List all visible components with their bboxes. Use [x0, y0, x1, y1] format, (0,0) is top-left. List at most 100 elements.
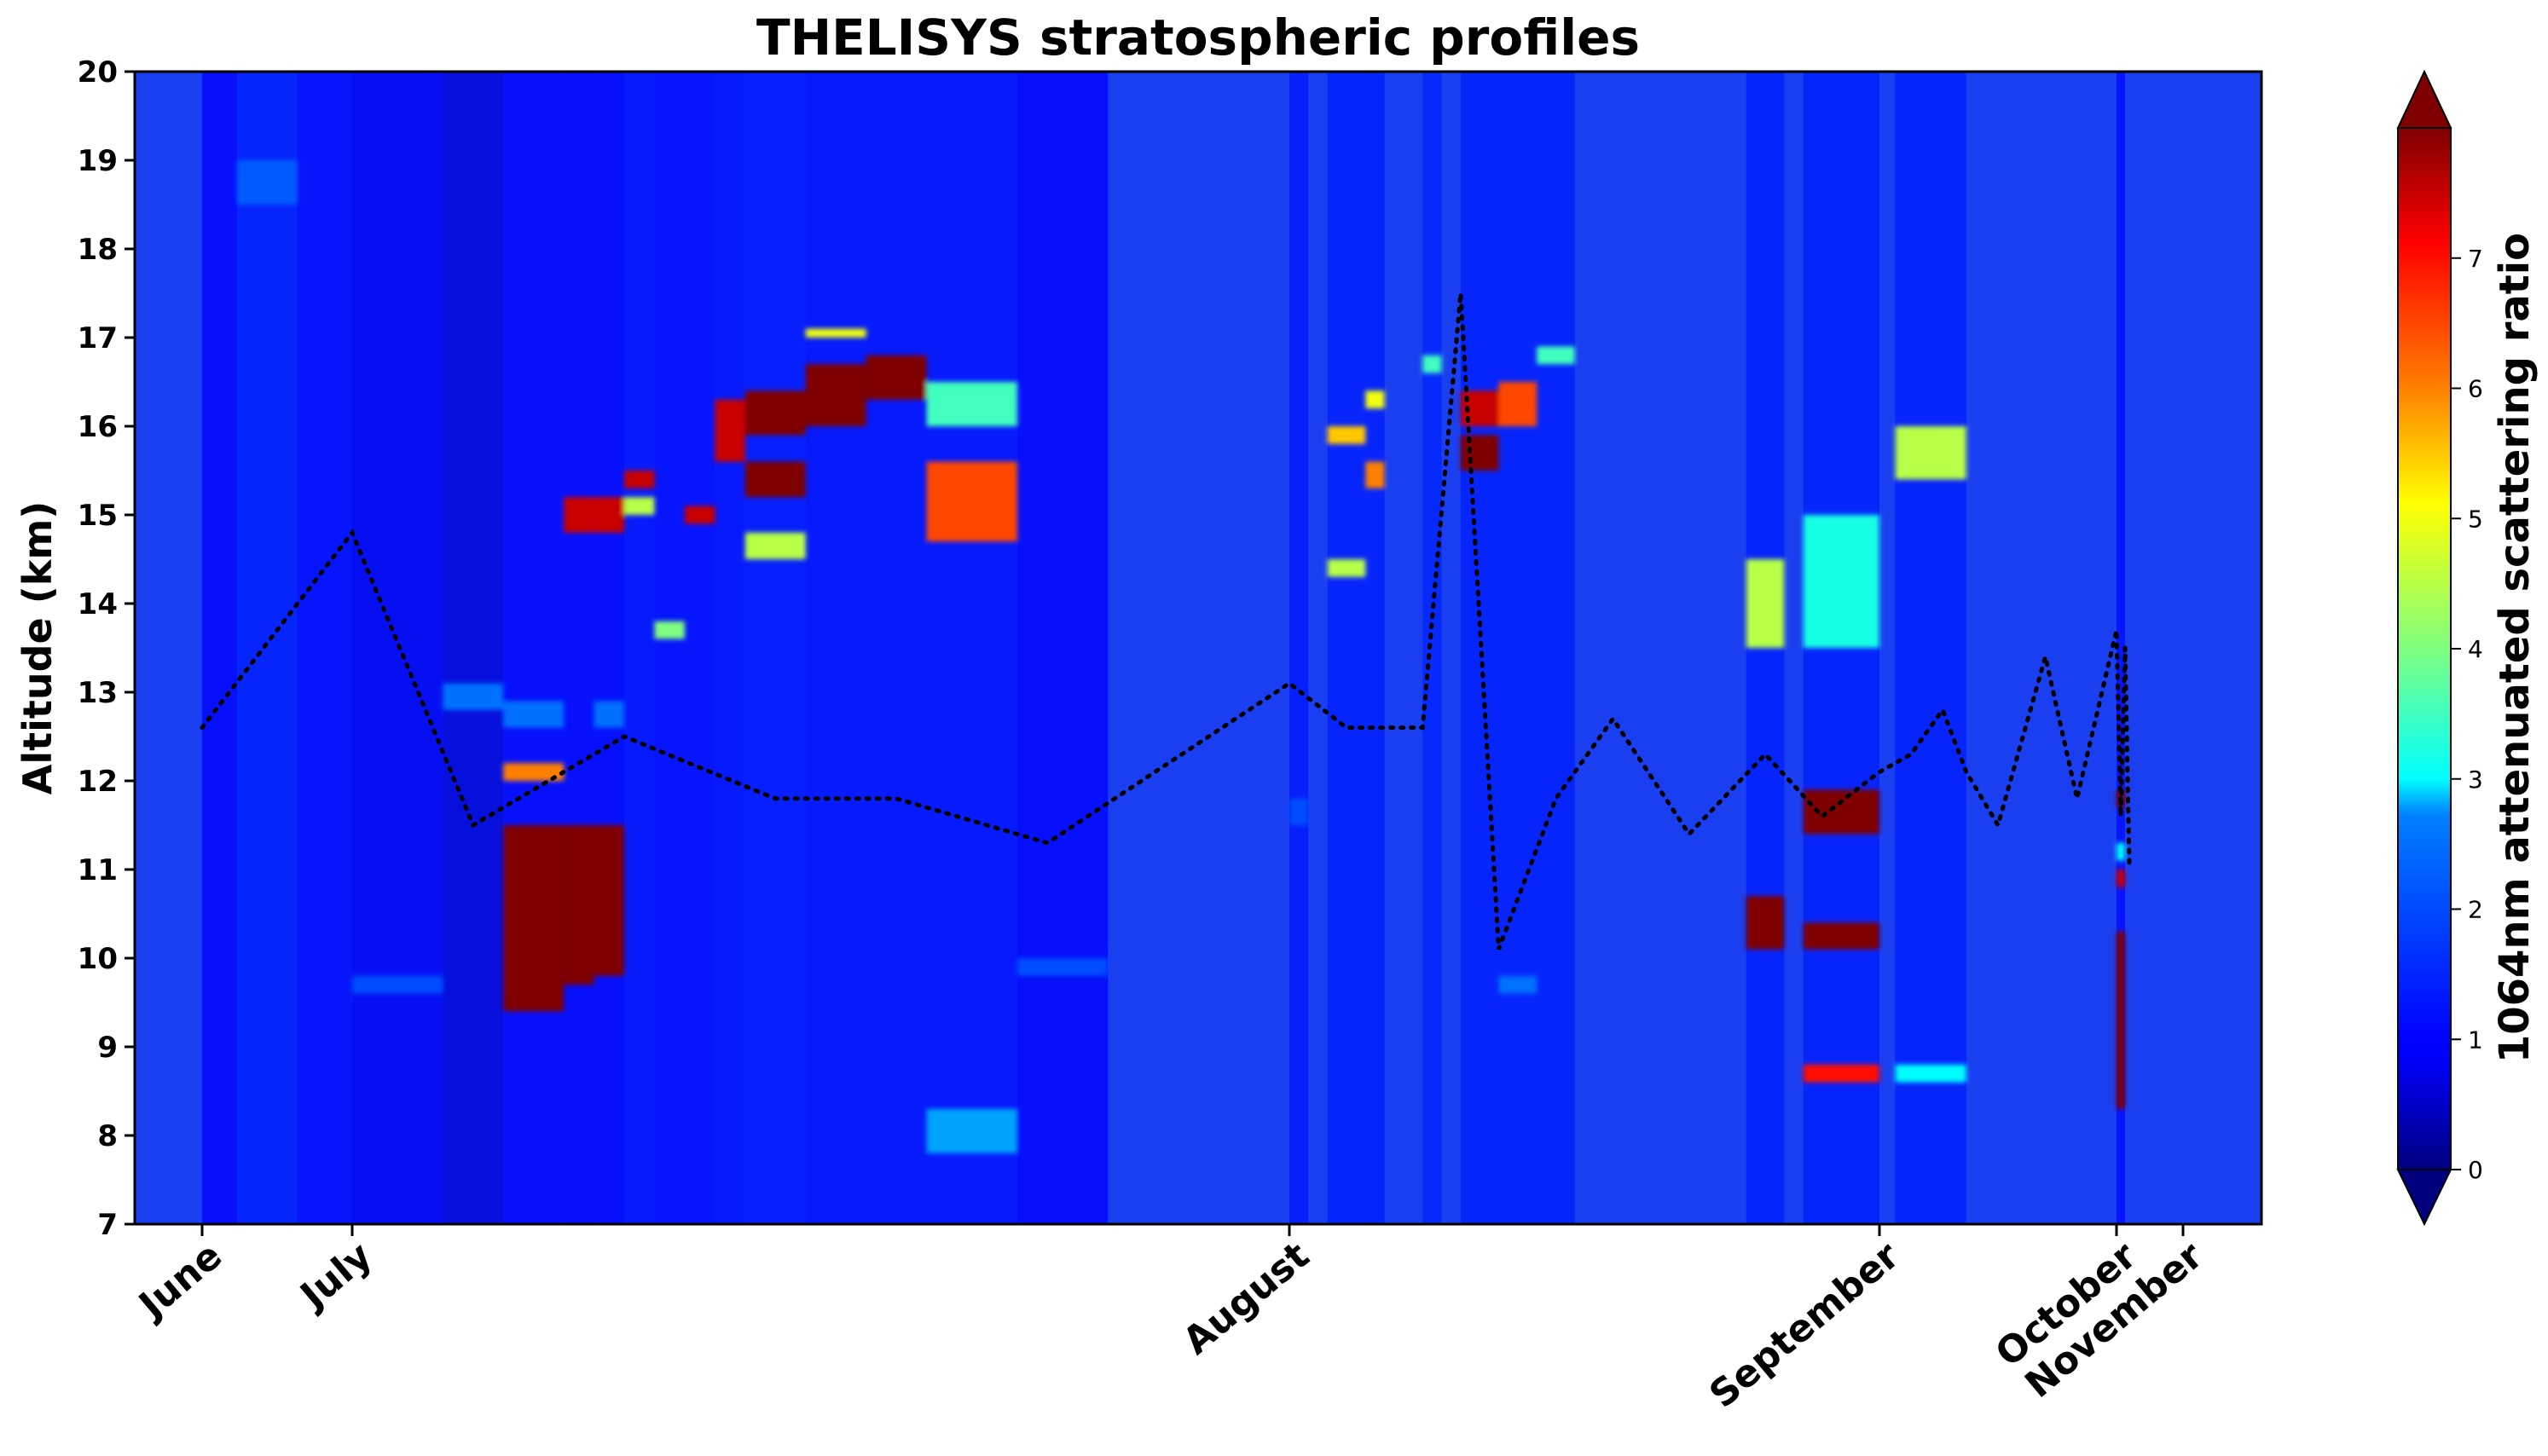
- profile-column: [1422, 72, 1442, 1224]
- aerosol-layer: [744, 461, 806, 498]
- tropopause-dotted-line: [200, 292, 2132, 950]
- aerosol-layer: [1327, 559, 1366, 577]
- colorbar-tick-label: 6: [2468, 375, 2483, 403]
- profile-column: [237, 72, 298, 1224]
- profile-column: [594, 72, 625, 1224]
- aerosol-layer: [1803, 1064, 1879, 1083]
- aerosol-layer: [1895, 426, 1966, 480]
- profile-column: [1016, 72, 1109, 1224]
- x-tick-label: July: [291, 1234, 380, 1319]
- y-tick-label: 9: [97, 1031, 118, 1065]
- profile-column: [297, 72, 352, 1224]
- aerosol-layer: [237, 160, 298, 205]
- aerosol-layer: [594, 497, 625, 533]
- aerosol-layer: [564, 497, 594, 533]
- profile-column: [1327, 72, 1366, 1224]
- y-tick-label: 8: [97, 1119, 118, 1153]
- colorbar-label: 1064nm attenuated scattering ratio: [2491, 233, 2539, 1063]
- aerosol-layer: [926, 382, 1017, 426]
- profile-column: [715, 72, 745, 1224]
- profile-column: [1289, 72, 1309, 1224]
- profile-column: [684, 72, 715, 1224]
- colorbar-tick-label: 5: [2468, 505, 2483, 533]
- profile-column: [202, 72, 238, 1224]
- y-tick-label: 10: [78, 942, 118, 976]
- profile-column: [654, 72, 685, 1224]
- colorbar-tick-label: 0: [2468, 1156, 2483, 1184]
- profile-column: [624, 72, 655, 1224]
- y-axis-label: Altitude (km): [14, 501, 61, 795]
- colorbar-tick-label: 3: [2468, 766, 2483, 794]
- y-tick-label: 12: [78, 765, 118, 799]
- aerosol-layer: [503, 763, 565, 781]
- y-tick-label: 17: [78, 321, 118, 355]
- aerosol-layer: [2117, 931, 2126, 1109]
- aerosol-layer: [654, 621, 685, 639]
- profile-column: [1537, 72, 1575, 1224]
- aerosol-layer: [1460, 435, 1499, 471]
- profile-column: [443, 72, 504, 1224]
- aerosol-layer: [503, 701, 565, 728]
- colorbar-tick-label: 7: [2468, 245, 2483, 273]
- y-tick-label: 15: [78, 499, 118, 533]
- aerosol-layer: [1365, 390, 1385, 409]
- y-tick-label: 11: [78, 853, 118, 887]
- x-tick-label: August: [1175, 1234, 1317, 1363]
- aerosol-layer: [715, 399, 745, 462]
- aerosol-layer: [594, 701, 625, 728]
- aerosol-layer: [805, 364, 866, 426]
- aerosol-layer: [2117, 870, 2126, 887]
- aerosol-layer: [684, 506, 715, 524]
- y-tick-label: 18: [78, 233, 118, 267]
- aerosol-layer: [744, 390, 806, 436]
- y-tick-label: 16: [78, 410, 118, 444]
- aerosol-layer: [2117, 842, 2126, 861]
- aerosol-layer: [926, 1108, 1017, 1153]
- y-tick-label: 20: [78, 55, 118, 90]
- x-tick-label: June: [130, 1234, 230, 1328]
- y-tick-label: 19: [78, 144, 118, 178]
- aerosol-layer: [624, 471, 655, 488]
- profile-column: [744, 72, 806, 1224]
- aerosol-layer: [866, 355, 927, 400]
- y-axis-ticks: 7 8 9 10 11 12 13 14 15 16 17 18 19 20: [78, 55, 135, 1242]
- y-tick-label: 13: [78, 676, 118, 710]
- aerosol-layer: [594, 825, 625, 976]
- aerosol-layer: [1895, 1064, 1966, 1083]
- aerosol-layers: [237, 160, 2126, 1153]
- aerosol-layer: [1289, 798, 1309, 825]
- plot-frame: [133, 70, 2263, 1226]
- profile-column: [926, 72, 1017, 1224]
- colorbar: [2398, 128, 2451, 1170]
- profile-column: [503, 72, 565, 1224]
- aerosol-layer: [1498, 382, 1537, 426]
- aerosol-layer: [744, 532, 806, 559]
- profile-column: [1498, 72, 1537, 1224]
- profile-column: [2117, 72, 2126, 1224]
- aerosol-layer: [1746, 559, 1785, 648]
- aerosol-layer: [503, 825, 565, 1012]
- chart-title: THELISYS stratospheric profiles: [756, 9, 1640, 66]
- aerosol-layer: [1537, 346, 1575, 365]
- aerosol-layer: [1803, 515, 1879, 648]
- aerosol-layer: [624, 497, 655, 515]
- profile-column: [1460, 72, 1499, 1224]
- colorbar-ticks: 0 1 2 3 4 5 6 7: [2451, 245, 2483, 1184]
- aerosol-layer: [352, 975, 443, 994]
- aerosol-layer: [926, 461, 1017, 542]
- aerosol-layer: [1746, 896, 1785, 950]
- colorbar-lower-extend: [2396, 1169, 2452, 1227]
- colorbar-tick-label: 4: [2468, 635, 2483, 663]
- y-tick-label: 7: [97, 1208, 118, 1242]
- profile-column: [866, 72, 927, 1224]
- aerosol-layer: [1365, 461, 1385, 488]
- aerosol-layer: [1803, 922, 1879, 950]
- aerosol-layer: [1016, 958, 1109, 976]
- aerosol-layer: [1327, 426, 1366, 444]
- colorbar-upper-extend: [2396, 69, 2452, 129]
- aerosol-layer: [564, 825, 594, 985]
- aerosol-layer: [443, 683, 504, 710]
- profile-column: [805, 72, 866, 1224]
- colorbar-tick-label: 1: [2468, 1026, 2483, 1054]
